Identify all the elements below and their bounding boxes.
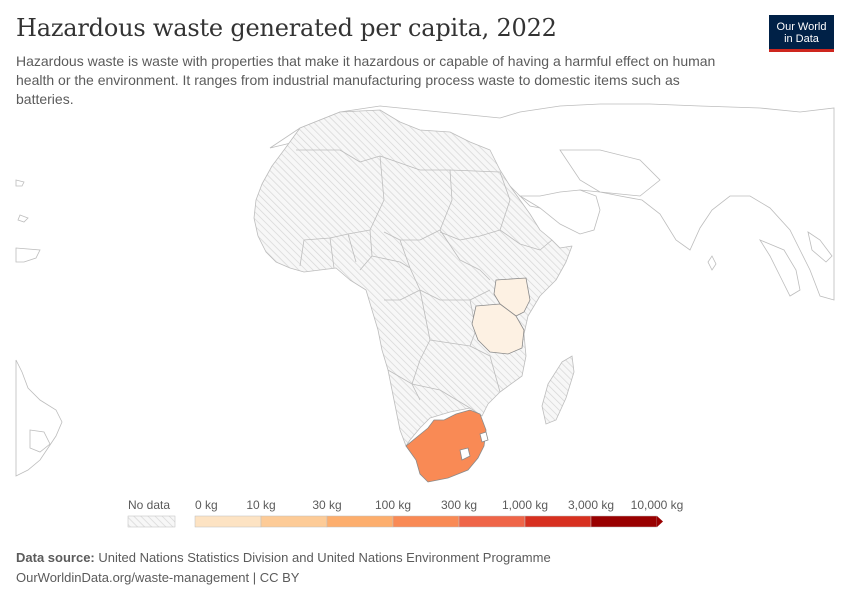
legend-label-1: 10 kg [246,498,275,512]
country-tanzania[interactable] [471,303,525,355]
owid-logo[interactable]: Our World in Data [769,15,834,52]
legend-arrow-tip [657,516,663,527]
logo-line-1: Our World [776,20,827,33]
legend-label-5: 1,000 kg [502,498,548,512]
country-kenya[interactable] [493,277,531,317]
source-text: United Nations Statistics Division and U… [98,550,551,565]
legend-label-4: 300 kg [441,498,477,512]
legend-swatch-7[interactable] [590,515,658,528]
legend-no-data-swatch [127,515,176,528]
legend-swatch-4[interactable] [392,515,460,528]
country-lesotho [459,447,471,461]
legend-label-3: 100 kg [375,498,411,512]
legend-label-0: 0 kg [195,498,218,512]
source-url[interactable]: OurWorldinData.org/waste-management | CC… [16,570,300,585]
chart-subtitle: Hazardous waste is waste with properties… [16,53,716,107]
chart-title: Hazardous waste generated per capita, 20… [16,14,557,42]
legend-label-7: 10,000 kg [631,498,684,512]
world-map[interactable] [0,100,850,495]
americas-outlines [15,179,63,477]
legend-no-data-label: No data [128,498,170,512]
source-label: Data source: [16,550,95,565]
legend-label-2: 30 kg [312,498,341,512]
legend-swatch-5[interactable] [458,515,526,528]
logo-line-2: in Data [784,32,819,45]
legend-swatch-1[interactable] [194,515,262,528]
country-eswatini [479,431,489,443]
legend-swatch-6[interactable] [524,515,592,528]
eurasia-outlines [269,103,835,301]
legend-label-6: 3,000 kg [568,498,614,512]
chart-footer: Data source: United Nations Statistics D… [16,548,551,588]
map-legend: No data 0 kg 10 kg 30 kg 100 kg 300 kg 1,000 … [127,498,684,528]
legend-swatch-2[interactable] [260,515,328,528]
madagascar [541,355,575,425]
africa-no-data [253,109,573,447]
data-source: Data source: United Nations Statistics D… [16,548,551,568]
legend-swatch-3[interactable] [326,515,394,528]
